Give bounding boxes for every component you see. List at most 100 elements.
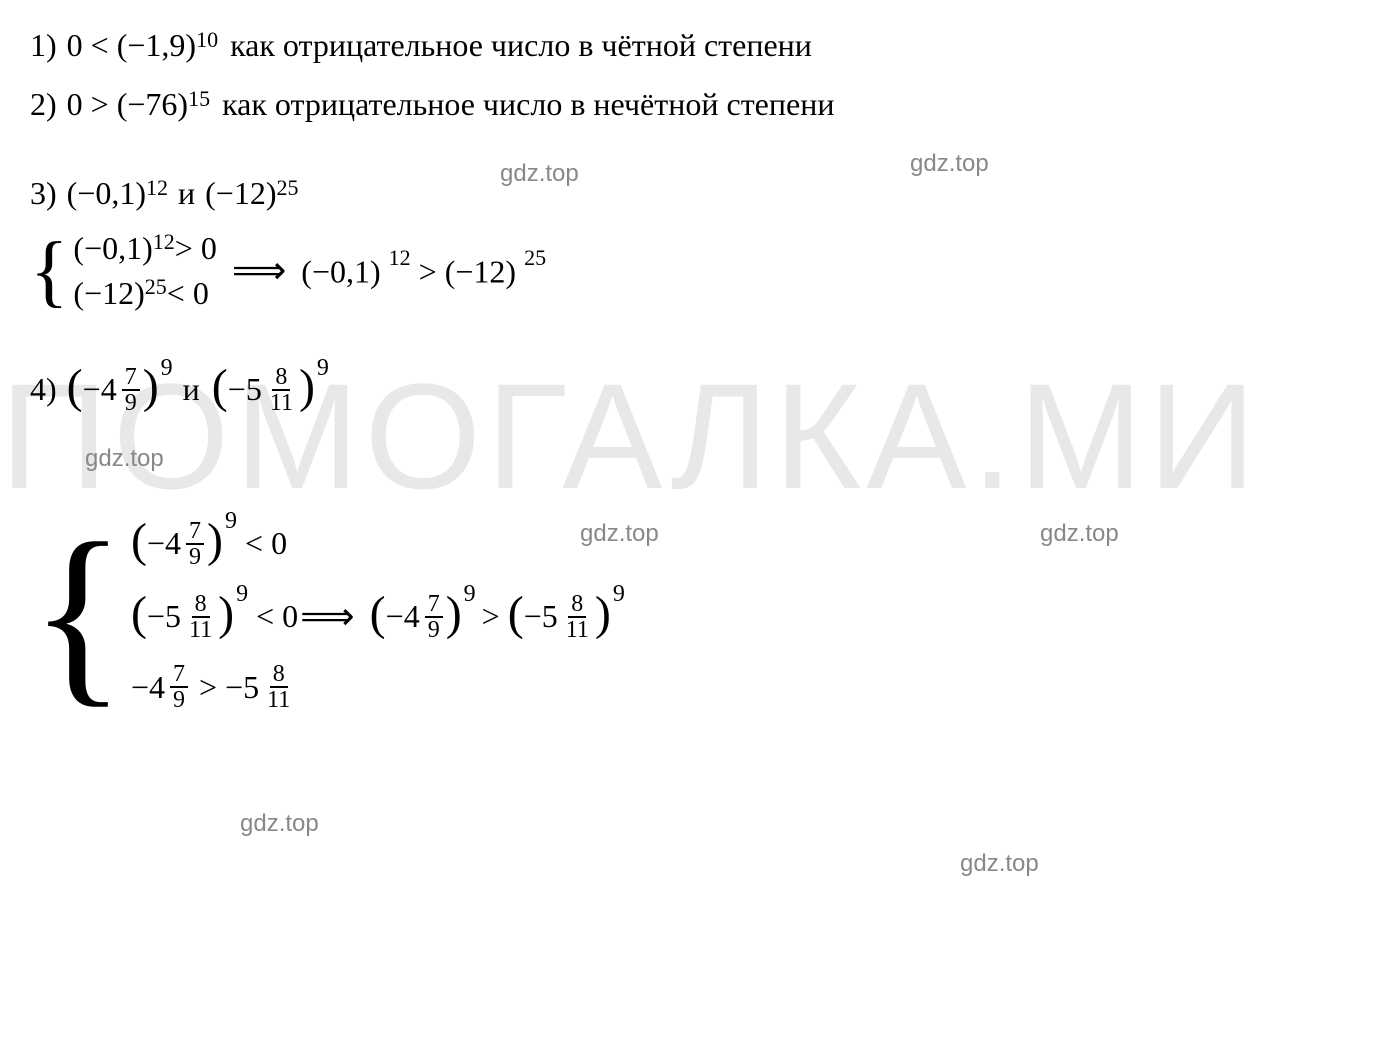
- line-4-brace-group: { ( −4 7 9 ) 9 < 0 ( −5 8 11: [30, 516, 1370, 712]
- frac-den: 11: [563, 618, 592, 642]
- frac: 8 11: [563, 592, 592, 642]
- line-1: 1) 0 < (−1,9) 10 как отрицательное число…: [30, 20, 1370, 71]
- line-4-a-mixed: −4 7 9: [83, 364, 143, 415]
- frac: 7 9: [170, 662, 188, 712]
- line-4-b-exp: 9: [317, 349, 329, 387]
- lparen-icon: (: [212, 349, 228, 426]
- watermark-text: gdz.top: [1040, 520, 1119, 548]
- line-4-brace-row1: ( −4 7 9 ) 9 < 0: [131, 516, 623, 571]
- implies-arrow-icon: ⟹: [300, 594, 354, 639]
- brace-3-r1-base: (−0,1): [73, 230, 152, 267]
- mixed-whole: −4: [147, 525, 181, 562]
- frac: 8 11: [264, 662, 293, 712]
- line-3-exp-b: 25: [277, 170, 299, 205]
- line-1-exponent: 10: [196, 22, 218, 57]
- line-3-expr-a: (−0,1): [67, 168, 146, 219]
- brace-4-r2-cmp: < 0: [256, 598, 298, 635]
- line-4-a-whole: −4: [83, 364, 117, 415]
- brace-4-r3-a-mixed: −4 7 9: [131, 662, 191, 712]
- frac-num: 7: [186, 519, 204, 545]
- result-4-a-exp: 9: [464, 581, 476, 608]
- line-4-a-frac: 7 9: [122, 365, 140, 415]
- result-4-b-exp: 9: [613, 581, 625, 608]
- line-4-a-exp: 9: [161, 349, 173, 387]
- spacer: [30, 476, 1370, 506]
- line-3-brace-row2: (−12) 25 < 0: [73, 275, 216, 312]
- frac-den: 11: [264, 688, 293, 712]
- brace-4-r2-mixed: −5 8 11: [147, 592, 218, 642]
- mixed-whole: −5: [524, 598, 558, 635]
- frac-den: 9: [425, 618, 443, 642]
- result-3-a-exp: 12: [389, 245, 411, 270]
- implies-arrow-icon: ⟹: [232, 248, 286, 293]
- brace-icon: {: [30, 554, 126, 674]
- line-3-and: и: [178, 168, 195, 219]
- result-3-b: (−12): [445, 253, 516, 289]
- line-2-exponent: 15: [188, 81, 210, 116]
- brace-4-r1-mixed: −4 7 9: [147, 519, 207, 569]
- frac-num: 7: [122, 365, 140, 391]
- rparen-icon: ): [595, 586, 611, 641]
- brace-3-r2-exp: 25: [145, 274, 167, 300]
- frac: 7 9: [425, 592, 443, 642]
- line-3-brace-group: { (−0,1) 12 > 0 (−12) 25 < 0 ⟹ (−0,1) 12…: [30, 230, 1370, 312]
- lparen-icon: (: [131, 586, 147, 641]
- line-1-expr: 0 < (−1,9): [67, 20, 196, 71]
- line-3-expr-b: (−12): [205, 168, 276, 219]
- line-2: 2) 0 > (−76) 15 как отрицательное число …: [30, 79, 1370, 130]
- frac-num: 8: [192, 592, 210, 618]
- frac-den: 9: [122, 391, 140, 415]
- frac: 7 9: [186, 519, 204, 569]
- watermark-text: gdz.top: [240, 810, 319, 838]
- frac-num: 7: [170, 662, 188, 688]
- mixed-whole: −5: [147, 598, 181, 635]
- frac-den: 11: [186, 618, 215, 642]
- mixed-whole: −4: [386, 598, 420, 635]
- rparen-icon: ): [218, 586, 234, 641]
- rparen-icon: ): [207, 513, 223, 568]
- rparen-icon: ): [143, 349, 159, 426]
- brace-4-r1-cmp: < 0: [245, 525, 287, 562]
- frac-num: 7: [425, 592, 443, 618]
- lparen-icon: (: [370, 586, 386, 641]
- watermark-text: gdz.top: [580, 520, 659, 548]
- line-2-explanation: как отрицательное число в нечётной степе…: [222, 79, 834, 130]
- spacer: [30, 322, 1370, 352]
- brace-3-r1-exp: 12: [153, 229, 175, 255]
- lparen-icon: (: [67, 349, 83, 426]
- watermark-text: gdz.top: [960, 850, 1039, 878]
- result-4-gt: >: [482, 598, 500, 635]
- result-3-b-exp: 25: [524, 245, 546, 270]
- mixed-whole: −5: [225, 669, 259, 706]
- brace-3-r2-cmp: < 0: [167, 275, 209, 312]
- line-4-and: и: [183, 364, 200, 415]
- watermark-text: gdz.top: [85, 445, 164, 473]
- frac-den: 9: [170, 688, 188, 712]
- result-3-a: (−0,1): [301, 253, 380, 289]
- line-4-brace-content: ( −4 7 9 ) 9 < 0 ( −5 8 11 ): [131, 516, 623, 712]
- frac: 8 11: [186, 592, 215, 642]
- brace-4-r1-exp: 9: [225, 508, 237, 535]
- frac-num: 8: [272, 365, 290, 391]
- line-4-heading: 4) ( −4 7 9 ) 9 и ( −5 8 11 ) 9: [30, 352, 1370, 429]
- watermark-text: gdz.top: [500, 160, 579, 188]
- brace-3-r1-cmp: > 0: [175, 230, 217, 267]
- result-3-gt: >: [419, 253, 445, 289]
- line-3-brace-row1: (−0,1) 12 > 0: [73, 230, 216, 267]
- line-3-heading: 3) (−0,1) 12 и (−12) 25: [30, 168, 1370, 219]
- mixed-whole: −4: [131, 669, 165, 706]
- brace-3-r2-base: (−12): [73, 275, 144, 312]
- frac-den: 9: [186, 545, 204, 569]
- watermark-text: gdz.top: [910, 150, 989, 178]
- line-4-b-whole: −5: [228, 364, 262, 415]
- spacer: [30, 138, 1370, 168]
- brace-4-r2-exp: 9: [236, 581, 248, 608]
- line-1-number: 1): [30, 20, 57, 71]
- frac-num: 8: [270, 662, 288, 688]
- spacer: [30, 436, 1370, 476]
- brace-4-r3-b-mixed: −5 8 11: [225, 662, 296, 712]
- line-3-brace-content: (−0,1) 12 > 0 (−12) 25 < 0: [73, 230, 216, 312]
- brace-icon: {: [30, 243, 68, 299]
- line-3-result: (−0,1) 12 > (−12) 25: [301, 251, 546, 291]
- lparen-icon: (: [131, 513, 147, 568]
